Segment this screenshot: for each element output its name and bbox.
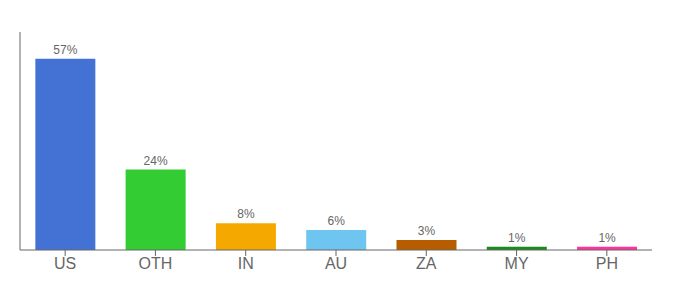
- svg-text:6%: 6%: [328, 214, 346, 228]
- svg-text:US: US: [54, 255, 76, 272]
- svg-text:1%: 1%: [598, 231, 616, 245]
- svg-text:ZA: ZA: [416, 255, 437, 272]
- svg-text:8%: 8%: [237, 207, 255, 221]
- svg-text:MY: MY: [505, 255, 529, 272]
- svg-text:AU: AU: [325, 255, 347, 272]
- svg-text:3%: 3%: [418, 224, 436, 238]
- svg-text:IN: IN: [238, 255, 254, 272]
- svg-text:24%: 24%: [144, 154, 168, 168]
- svg-text:OTH: OTH: [139, 255, 173, 272]
- svg-text:1%: 1%: [508, 231, 526, 245]
- svg-text:57%: 57%: [53, 43, 77, 57]
- svg-text:PH: PH: [596, 255, 618, 272]
